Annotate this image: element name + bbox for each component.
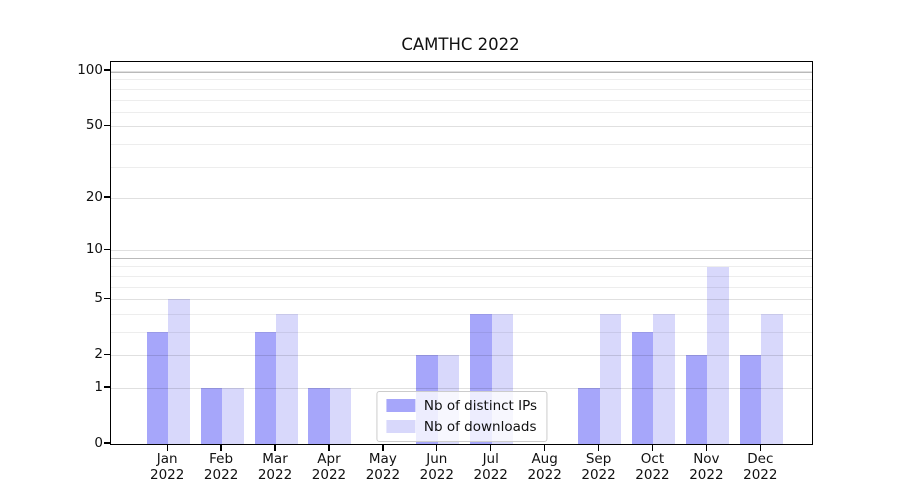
y-tick-label: 50 [85,117,103,134]
y-tick-mark [104,386,110,388]
gridline [111,257,812,259]
y-tick-mark [104,69,110,71]
gridline [111,111,812,113]
gridline [111,71,812,73]
y-tick-mark [104,196,110,198]
x-tick-mark [220,444,222,451]
bar [578,388,600,444]
x-tick-label: Feb 2022 [203,451,239,483]
gridline [111,250,812,252]
bar [168,299,190,444]
y-tick-label: 2 [94,346,103,363]
bar [761,313,783,444]
gridline [111,71,812,73]
plot-area: Nb of distinct IPs Nb of downloads [110,61,813,445]
legend-item-distinct-ips: Nb of distinct IPs [385,397,538,414]
y-tick-label: 0 [94,435,103,451]
bar [631,332,654,444]
y-tick-label: 20 [85,188,103,205]
y-tick-mark [104,248,110,250]
gridline [111,99,812,101]
bar [308,388,330,444]
x-tick-mark [436,444,438,451]
bar [685,355,708,444]
x-tick-label: Jun 2022 [419,451,454,483]
x-tick-label: Dec 2022 [743,451,778,483]
x-tick-label: Aug 2022 [527,451,562,483]
x-tick-label: Apr 2022 [311,451,347,483]
bar [222,388,244,444]
legend: Nb of distinct IPs Nb of downloads [375,390,548,442]
y-tick-label: 10 [85,241,103,258]
x-tick-mark [543,444,546,451]
y-tick-label: 1 [94,378,103,395]
x-tick-label: Nov 2022 [689,451,724,483]
x-tick-mark [382,444,384,451]
x-tick-mark [166,444,168,451]
gridline [111,88,812,90]
x-tick-mark [597,444,600,451]
y-tick-label: 100 [77,62,103,79]
x-tick-label: Sep 2022 [581,451,616,483]
x-tick-label: Mar 2022 [257,451,293,483]
legend-label-downloads: Nb of downloads [423,418,537,435]
x-tick-label: Oct 2022 [635,451,670,483]
x-tick-mark [328,444,330,451]
legend-swatch-downloads [385,420,415,433]
x-tick-label: Jan 2022 [150,451,185,483]
chart-title: CAMTHC 2022 [401,35,520,54]
x-tick-mark [651,444,654,451]
x-tick-mark [490,444,492,451]
bar [200,388,223,444]
gridline [111,143,812,145]
legend-swatch-distinct-ips [385,399,415,412]
y-tick-mark [104,442,110,444]
x-tick-mark [705,444,708,451]
y-tick-mark [104,353,110,355]
bar [653,313,675,444]
bar [329,388,352,444]
x-tick-label: Jul 2022 [473,451,508,483]
gridline [111,197,812,199]
legend-label-distinct-ips: Nb of distinct IPs [423,397,538,414]
bar [599,313,622,444]
gridline [111,166,812,168]
bar [254,332,277,444]
legend-item-downloads: Nb of downloads [385,418,537,435]
x-tick-label: May 2022 [365,451,401,483]
x-tick-mark [274,444,276,451]
gridline [111,126,812,128]
y-tick-mark [104,297,110,299]
bar [739,355,762,444]
gridline [111,79,812,81]
bar [276,313,298,444]
y-tick-label: 5 [94,290,103,307]
y-tick-mark [104,124,110,126]
bar [146,332,169,444]
bar [707,266,729,444]
x-tick-mark [759,444,761,451]
